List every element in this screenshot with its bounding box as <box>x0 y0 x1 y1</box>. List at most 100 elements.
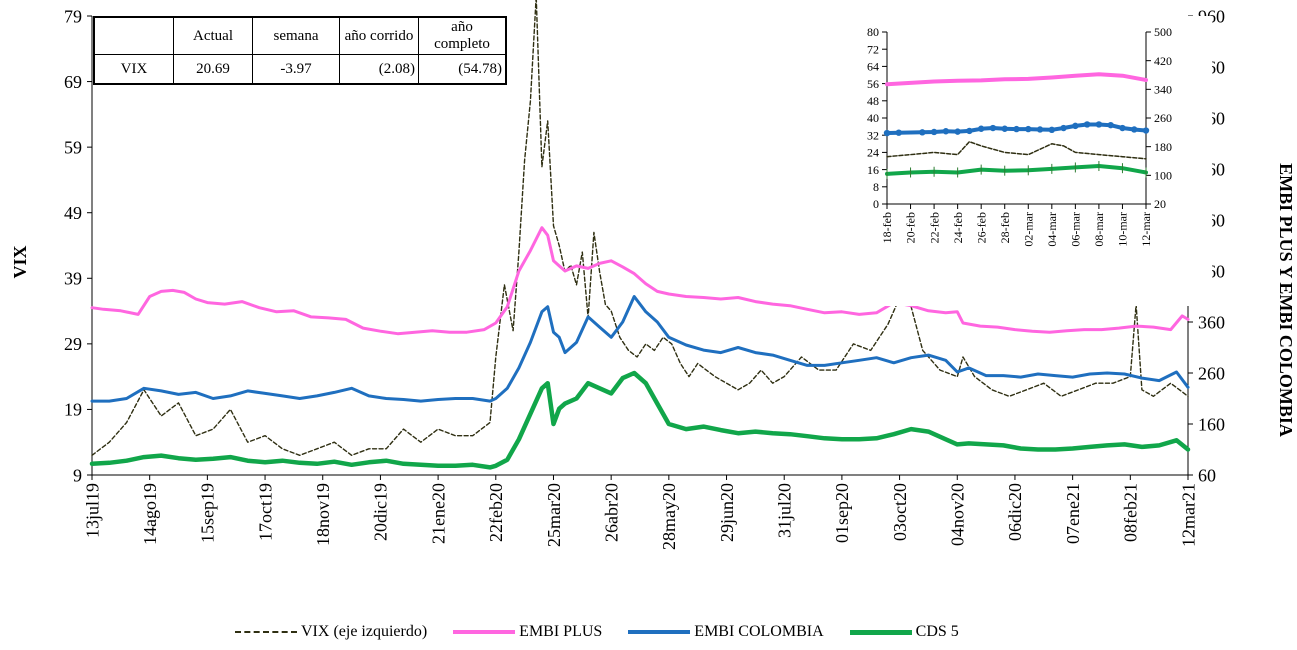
y-tick-label: 24 <box>867 146 879 160</box>
x-tick-label: 18nov19 <box>313 483 333 546</box>
y2-tick-label: 20 <box>1154 197 1166 211</box>
series-marker-embi-colombia <box>1048 126 1056 134</box>
table-cell: -3.97 <box>252 54 340 85</box>
x-tick-label: 04-mar <box>1045 212 1059 247</box>
series-marker-embi-colombia <box>954 128 961 135</box>
y2-tick-label: 340 <box>1154 83 1172 97</box>
legend-swatch <box>628 630 691 634</box>
series-marker-embi-colombia <box>1131 126 1138 133</box>
x-tick-label: 29jun20 <box>717 483 737 542</box>
y-tick-label: 69 <box>64 72 82 92</box>
chart-legend: VIX (eje izquierdo) EMBI PLUS EMBI COLOM… <box>235 623 985 641</box>
x-tick-label: 03oct20 <box>890 483 910 541</box>
x-tick-label: 17oct19 <box>255 483 275 541</box>
series-marker-embi-colombia <box>1060 124 1067 132</box>
x-tick-label: 24-feb <box>951 212 965 243</box>
legend-swatch <box>235 631 297 633</box>
y-tick-label: 79 <box>64 6 82 26</box>
series-marker-embi-colombia <box>919 129 926 136</box>
y-tick-label: 72 <box>867 42 879 56</box>
x-tick-label: 20-feb <box>904 212 918 243</box>
table-header-cell: año corrido <box>339 16 419 55</box>
legend-item-embi-plus: EMBI PLUS <box>453 623 602 641</box>
y-tick-label: 9 <box>73 465 82 485</box>
series-marker-embi-colombia <box>883 129 891 137</box>
x-tick-label: 04nov20 <box>948 483 968 546</box>
table-cell: 20.69 <box>173 54 253 85</box>
y-axis-label-left: VIX <box>10 245 30 278</box>
x-tick-label: 21ene20 <box>428 483 448 544</box>
table-header-row: Actual semana año corrido año completo <box>93 16 507 55</box>
y-tick-label: 16 <box>867 163 879 177</box>
legend-label: CDS 5 <box>915 623 959 640</box>
series-marker-embi-colombia <box>1119 124 1126 132</box>
table-header-cell: año completo <box>418 16 507 55</box>
y2-tick-label: 420 <box>1154 54 1172 68</box>
legend-label: EMBI PLUS <box>519 623 603 640</box>
inset-background <box>842 16 1212 306</box>
y2-tick-label: 500 <box>1154 25 1172 39</box>
y-tick-label: 40 <box>867 111 879 125</box>
series-line-vix <box>886 140 1147 160</box>
x-tick-label: 18-feb <box>880 212 894 243</box>
table-header-cell <box>93 16 174 55</box>
x-tick-label: 25mar20 <box>544 483 564 547</box>
x-tick-label: 28-feb <box>998 212 1012 243</box>
series-marker-embi-colombia <box>895 129 902 136</box>
y-tick-label: 48 <box>867 94 879 108</box>
x-tick-label: 08feb21 <box>1121 483 1141 542</box>
y-tick-label: 64 <box>867 60 879 74</box>
series-marker-embi-colombia <box>1013 125 1020 133</box>
y-tick-label: 59 <box>64 137 82 157</box>
x-tick-label: 12-mar <box>1139 212 1153 247</box>
y2-tick-label: 360 <box>1198 312 1225 332</box>
y-tick-label: 39 <box>64 269 82 289</box>
y2-tick-label: 160 <box>1198 414 1225 434</box>
y-tick-label: 0 <box>873 197 879 211</box>
legend-label: EMBI COLOMBIA <box>694 623 824 640</box>
table-header-cell: Actual <box>173 16 253 55</box>
legend-label: VIX (eje izquierdo) <box>301 623 428 640</box>
y2-tick-label: 100 <box>1154 169 1172 183</box>
series-marker-embi-colombia <box>1036 126 1044 133</box>
legend-swatch <box>849 629 912 635</box>
series-line-embi-colombia <box>90 295 1190 403</box>
y-tick-label: 56 <box>867 77 879 91</box>
x-tick-label: 22-feb <box>927 212 941 243</box>
y-tick-label: 49 <box>64 203 82 223</box>
x-tick-label: 07ene21 <box>1063 483 1083 544</box>
series-marker-embi-colombia <box>1107 121 1114 129</box>
y-tick-label: 80 <box>867 25 879 39</box>
series-line-cds-5 <box>885 164 1148 176</box>
y-tick-label: 32 <box>867 128 879 142</box>
x-tick-label: 22feb20 <box>486 483 506 542</box>
x-tick-label: 26abr20 <box>601 483 621 542</box>
y2-tick-label: 260 <box>1154 111 1172 125</box>
y-tick-label: 19 <box>64 400 82 420</box>
series-line-vix-eje-izquierdo <box>91 0 1189 456</box>
x-tick-label: 10-mar <box>1116 212 1130 247</box>
series-marker-embi-colombia <box>966 127 973 135</box>
y2-tick-label: 180 <box>1154 140 1172 154</box>
series-marker-embi-colombia <box>1083 121 1091 128</box>
series-marker-embi-colombia <box>1142 127 1150 134</box>
x-tick-label: 31jul20 <box>775 483 795 538</box>
y-axis-label-right: EMBI PLUS Y EMBI COLOMBIA <box>1276 163 1296 437</box>
x-tick-label: 01sep20 <box>832 483 852 543</box>
table-header-cell: semana <box>252 16 340 55</box>
series-marker-embi-colombia <box>1072 122 1079 130</box>
x-tick-label: 02-mar <box>1021 212 1035 247</box>
x-tick-label: 14ago19 <box>140 483 160 545</box>
inset-plot: 0 8 16 24 32 40 48 56 64 72 80 20 100 180 260 340 420 500… <box>842 16 1212 306</box>
x-tick-label: 06-mar <box>1069 212 1083 247</box>
legend-item-embi-colombia: EMBI COLOMBIA <box>628 623 824 641</box>
series-marker-embi-colombia <box>1025 125 1032 133</box>
y2-tick-label: 260 <box>1198 363 1225 383</box>
x-tick-label: 13jul19 <box>82 483 102 538</box>
y-tick-label: 8 <box>873 180 879 194</box>
x-tick-label: 15sep19 <box>198 483 218 543</box>
x-tick-label: 06dic20 <box>1005 483 1025 541</box>
series-marker-embi-colombia <box>930 128 938 136</box>
series-line-embi-colombia <box>885 122 1148 136</box>
series-marker-embi-colombia <box>942 128 950 135</box>
